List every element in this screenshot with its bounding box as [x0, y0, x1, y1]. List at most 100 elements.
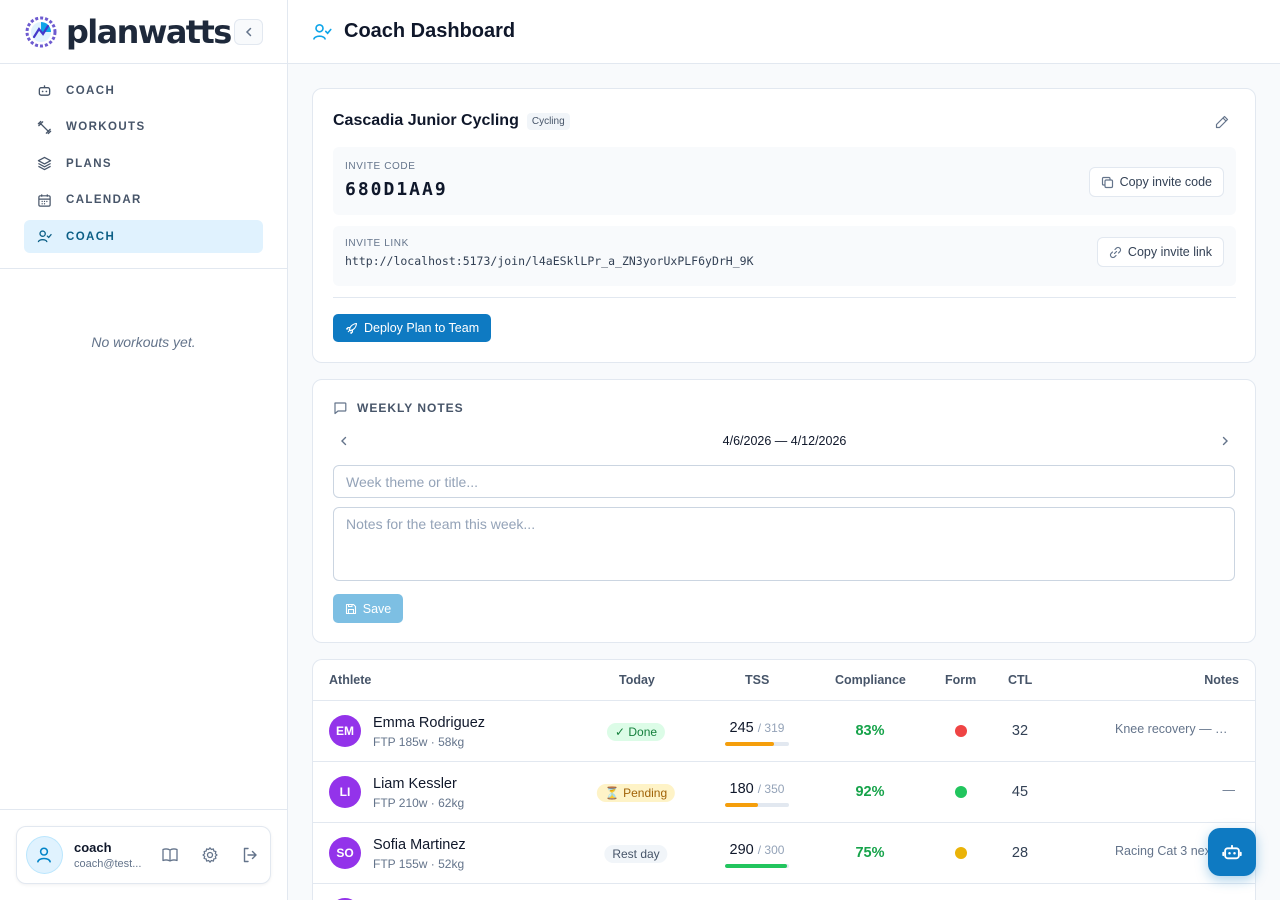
- athlete-avatar: [329, 898, 361, 900]
- column-tss[interactable]: TSS: [745, 673, 770, 687]
- tss-progress-fill: [725, 864, 788, 868]
- book-icon: [162, 848, 178, 862]
- coach-assistant-button[interactable]: [1208, 828, 1256, 876]
- sport-badge: Cycling: [526, 112, 570, 130]
- athlete-avatar: SO: [329, 837, 361, 869]
- week-notes-textarea[interactable]: [333, 507, 1235, 581]
- column-ctl[interactable]: CTL: [1008, 673, 1033, 687]
- tss-planned: / 300: [757, 843, 785, 857]
- deploy-plan-button[interactable]: Deploy Plan to Team: [333, 314, 492, 342]
- layers-icon: [37, 156, 52, 171]
- table-row[interactable]: LI Liam Kessler FTP 210w · 62kg ⏳ Pendin…: [313, 762, 1255, 823]
- tss-value: 290 / 300: [725, 842, 789, 858]
- column-form[interactable]: Form: [945, 673, 977, 687]
- weekly-notes-header: WEEKLY NOTES: [333, 401, 464, 415]
- weekly-notes-card: WEEKLY NOTES 4/6/2026 — 4/12/2026 Save: [312, 379, 1256, 643]
- week-theme-input[interactable]: [333, 465, 1235, 498]
- nav-label: COACH: [66, 84, 116, 97]
- dumbbell-icon: [37, 120, 52, 134]
- edit-team-button[interactable]: [1215, 115, 1229, 129]
- tss-planned: / 350: [757, 782, 785, 796]
- athlete-name[interactable]: Liam Kessler: [373, 776, 457, 792]
- nav-label: COACH: [66, 230, 116, 243]
- ctl-value: 45: [1011, 784, 1029, 800]
- ctl-value: 32: [1011, 723, 1029, 739]
- athlete-name[interactable]: Sofia Martinez: [373, 837, 466, 853]
- user-email: coach@test...: [73, 858, 142, 870]
- invite-code-label: INVITE CODE: [345, 161, 416, 172]
- team-card: Cascadia Junior Cycling Cycling INVITE C…: [312, 88, 1256, 363]
- nav-label: WORKOUTS: [66, 121, 146, 134]
- table-row[interactable]: EM Emma Rodriguez FTP 185w · 58kg ✓ Done…: [313, 701, 1255, 762]
- save-icon: [345, 603, 356, 614]
- athlete-name[interactable]: Emma Rodriguez: [373, 715, 486, 731]
- calendar-icon: [38, 194, 51, 207]
- nav-label: CALENDAR: [66, 194, 142, 207]
- tss-value: 180 / 350: [725, 781, 789, 797]
- table-row[interactable]: [313, 884, 1255, 900]
- previous-week-button[interactable]: [333, 430, 355, 452]
- rocket-icon: [345, 322, 358, 334]
- tss-actual: 245: [729, 720, 754, 736]
- nav-item-plans[interactable]: PLANS: [24, 147, 263, 180]
- column-compliance[interactable]: Compliance: [835, 673, 906, 687]
- message-square-icon: [334, 402, 347, 415]
- column-today[interactable]: Today: [619, 673, 655, 687]
- athlete-meta: FTP 185w · 58kg: [373, 735, 465, 749]
- today-status-badge: Rest day: [604, 845, 668, 863]
- save-notes-button[interactable]: Save: [333, 594, 403, 623]
- copy-invite-code-label: Copy invite code: [1119, 175, 1212, 189]
- column-athlete[interactable]: Athlete: [329, 673, 372, 687]
- user-icon: [37, 847, 52, 863]
- tss-actual: 180: [729, 781, 754, 797]
- invite-link-label: INVITE LINK: [345, 238, 409, 249]
- tss-progress-bar: [725, 803, 789, 807]
- tss-progress-bar: [725, 742, 789, 746]
- athlete-meta: FTP 155w · 52kg: [373, 857, 465, 871]
- table-row[interactable]: SO Sofia Martinez FTP 155w · 52kg Rest d…: [313, 823, 1255, 884]
- tss-progress-fill: [725, 803, 758, 807]
- today-status-badge: ⏳ Pending: [596, 784, 676, 802]
- column-notes[interactable]: Notes: [1204, 673, 1239, 687]
- invite-link-box: INVITE LINK http://localhost:5173/join/l…: [333, 226, 1236, 286]
- brand-name: planwatts: [66, 12, 232, 51]
- sidebar: planwatts COACH WORKOUTS PLANS CALENDAR …: [0, 0, 288, 900]
- athlete-avatar: EM: [329, 715, 361, 747]
- page-header: Coach Dashboard: [288, 0, 1280, 64]
- athlete-note: —: [1222, 783, 1236, 797]
- planwatts-logo: [25, 16, 57, 47]
- nav-item-coach[interactable]: COACH: [24, 220, 263, 254]
- deploy-plan-label: Deploy Plan to Team: [364, 321, 480, 335]
- ctl-value: 28: [1011, 845, 1029, 861]
- nav-item-coach-ai[interactable]: COACH: [24, 74, 263, 107]
- logout-icon: [243, 847, 257, 863]
- docs-button[interactable]: [150, 840, 190, 870]
- athlete-table: Athlete Today TSS Compliance Form CTL No…: [312, 659, 1256, 900]
- copy-invite-link-button[interactable]: Copy invite link: [1096, 237, 1224, 267]
- chevron-left-icon: [245, 27, 251, 37]
- invite-code: 680D1AA9: [345, 179, 448, 200]
- copy-invite-link-label: Copy invite link: [1127, 245, 1212, 259]
- athlete-note: Knee recovery — Zone 2 only: [1115, 722, 1235, 736]
- link-icon: [1109, 246, 1121, 258]
- logout-button[interactable]: [230, 840, 270, 870]
- collapse-sidebar-button[interactable]: [234, 19, 263, 45]
- avatar[interactable]: [26, 836, 63, 874]
- user-info: coach coach@test...: [74, 840, 142, 870]
- nav-item-workouts[interactable]: WORKOUTS: [24, 111, 263, 144]
- tss-value: 245 / 319: [725, 720, 789, 736]
- save-label: Save: [362, 601, 392, 616]
- invite-link[interactable]: http://localhost:5173/join/l4aESklLPr_a_…: [345, 254, 754, 268]
- divider: [333, 297, 1236, 298]
- user-check-icon: [37, 230, 52, 243]
- tss-progress-fill: [725, 742, 775, 746]
- user-check-icon: [313, 23, 332, 40]
- week-range: 4/6/2026 — 4/12/2026: [722, 434, 847, 448]
- weekly-notes-title: WEEKLY NOTES: [357, 401, 464, 415]
- team-header: Cascadia Junior Cycling Cycling: [333, 112, 570, 130]
- user-actions: [150, 840, 270, 870]
- nav-item-calendar[interactable]: CALENDAR: [24, 184, 263, 217]
- copy-invite-code-button[interactable]: Copy invite code: [1088, 167, 1224, 197]
- settings-button[interactable]: [190, 840, 230, 870]
- next-week-button[interactable]: [1214, 430, 1236, 452]
